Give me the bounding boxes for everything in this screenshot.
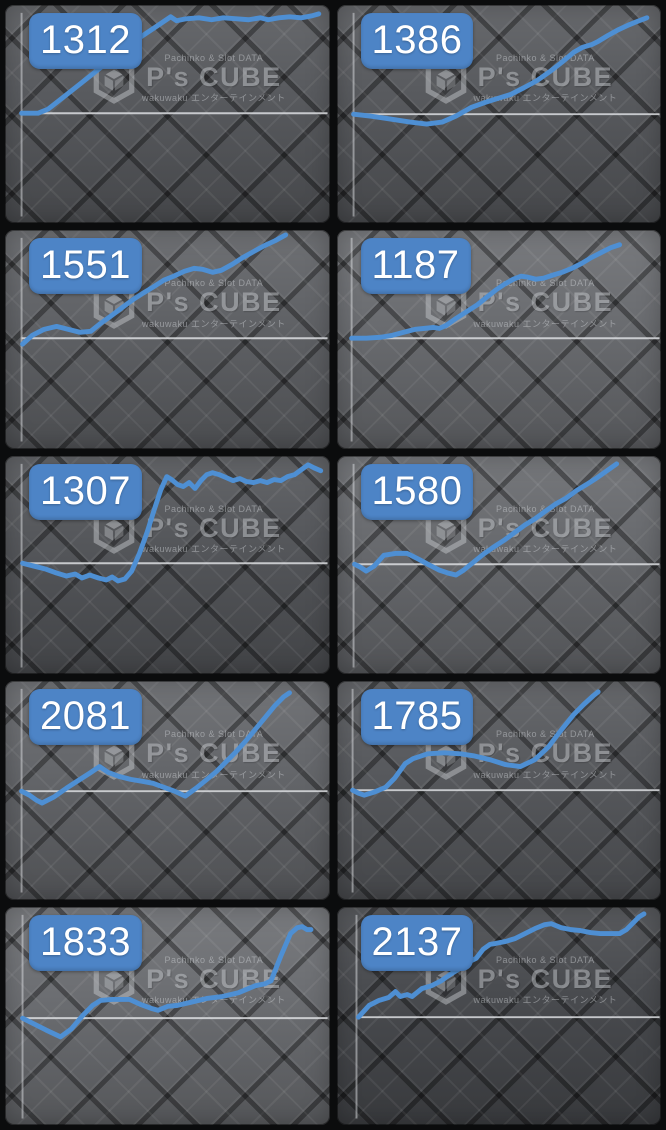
slump-graph (349, 689, 660, 893)
slump-graph (355, 911, 660, 1119)
slump-line (20, 923, 314, 1039)
machine-tile[interactable]: Pachinko & Slot DATA P's CUBE wakuwaku エ… (336, 906, 661, 1125)
spin-count-badge: 1785 (360, 689, 474, 746)
spin-count-badge: 1551 (29, 238, 142, 295)
spin-count-badge: 2081 (29, 689, 142, 746)
spin-count-badge: 1386 (360, 13, 474, 69)
slump-line (350, 15, 649, 127)
slump-line (20, 462, 324, 584)
machine-tile[interactable]: Pachinko & Slot DATA P's CUBE wakuwaku エ… (336, 5, 661, 224)
machine-tile[interactable]: Pachinko & Slot DATA P's CUBE wakuwaku エ… (336, 455, 661, 675)
machine-tile[interactable]: Pachinko & Slot DATA P's CUBE wakuwaku エ… (5, 681, 330, 900)
slump-graph (20, 232, 328, 442)
slump-graph (348, 238, 660, 442)
spin-count-badge: 2137 (360, 914, 474, 971)
slump-line (349, 689, 601, 798)
slump-line (348, 242, 622, 342)
spin-count-badge: 1580 (360, 463, 474, 520)
slump-line (19, 11, 322, 116)
slump-graph (351, 461, 660, 668)
slump-graph (20, 462, 328, 668)
spin-count-badge: 1312 (29, 13, 142, 69)
slump-graph (19, 689, 328, 893)
machine-tile[interactable]: Pachinko & Slot DATA P's CUBE wakuwaku エ… (5, 455, 330, 675)
machine-tile[interactable]: Pachinko & Slot DATA P's CUBE wakuwaku エ… (336, 230, 661, 449)
slump-graph (20, 914, 328, 1119)
slump-line (355, 911, 646, 1020)
slump-graph (350, 12, 660, 217)
spin-count-badge: 1187 (360, 238, 471, 295)
slump-graph (19, 11, 328, 217)
machine-tile[interactable]: Pachinko & Slot DATA P's CUBE wakuwaku エ… (336, 681, 661, 900)
spin-count-badge: 1833 (29, 914, 142, 971)
spin-count-badge: 1307 (29, 463, 142, 520)
slump-line (20, 232, 289, 347)
machine-tile[interactable]: Pachinko & Slot DATA P's CUBE wakuwaku エ… (5, 906, 330, 1125)
machine-tile[interactable]: Pachinko & Slot DATA P's CUBE wakuwaku エ… (5, 5, 330, 224)
slump-line (351, 461, 619, 578)
slump-line (19, 690, 292, 806)
machine-tile[interactable]: Pachinko & Slot DATA P's CUBE wakuwaku エ… (5, 230, 330, 449)
